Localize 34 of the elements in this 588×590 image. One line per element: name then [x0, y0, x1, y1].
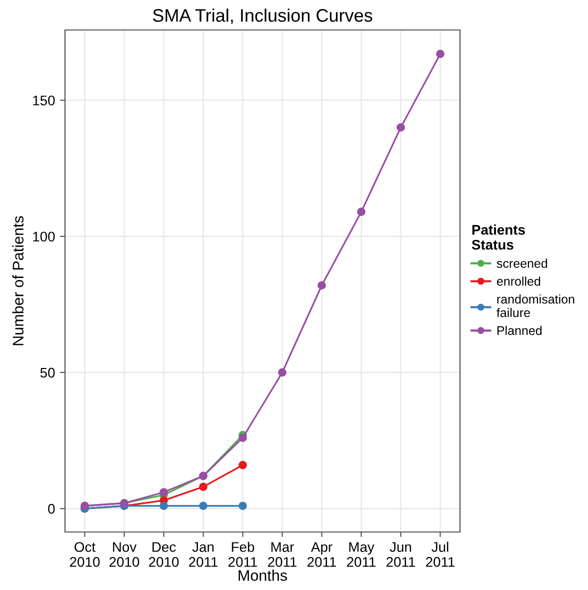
x-tick-label: Oct 2010 — [70, 542, 100, 567]
legend-label: screened — [496, 258, 548, 268]
y-tick-label: 150 — [33, 96, 55, 106]
chart-title: SMA Trial, Inclusion Curves — [152, 8, 372, 24]
legend-title: Patients Status — [472, 224, 525, 250]
point — [396, 123, 405, 132]
point — [238, 460, 247, 470]
x-tick-label: Dec 2010 — [149, 542, 179, 567]
legend-label: Planned — [497, 326, 542, 336]
point — [199, 502, 208, 510]
legend-label: enrolled — [496, 276, 540, 286]
x-tick-label: May 2011 — [347, 542, 376, 567]
x-axis-title: Months — [238, 570, 287, 581]
y-axis-title: Number of Patients — [12, 216, 24, 346]
point — [199, 482, 208, 491]
legend-label: randomisation failure — [496, 294, 574, 318]
x-tick-label: Jun 2011 — [386, 542, 416, 567]
point — [160, 488, 168, 496]
point — [318, 281, 326, 290]
point — [436, 50, 444, 58]
point — [238, 434, 247, 442]
y-tick-label: 100 — [33, 232, 55, 242]
point — [160, 502, 168, 510]
x-tick-label: Feb 2011 — [228, 542, 258, 567]
point — [278, 368, 286, 377]
x-tick-label: Nov 2010 — [110, 542, 140, 567]
x-tick-label: Jul 2011 — [426, 542, 455, 567]
y-tick-label: 0 — [48, 504, 55, 514]
point — [357, 208, 366, 216]
x-tick-label: Mar 2011 — [268, 542, 297, 567]
x-tick-label: Jan 2011 — [189, 542, 218, 567]
x-tick-label: Apr 2011 — [308, 542, 336, 567]
y-tick-label: 50 — [40, 368, 55, 378]
point — [238, 502, 247, 510]
